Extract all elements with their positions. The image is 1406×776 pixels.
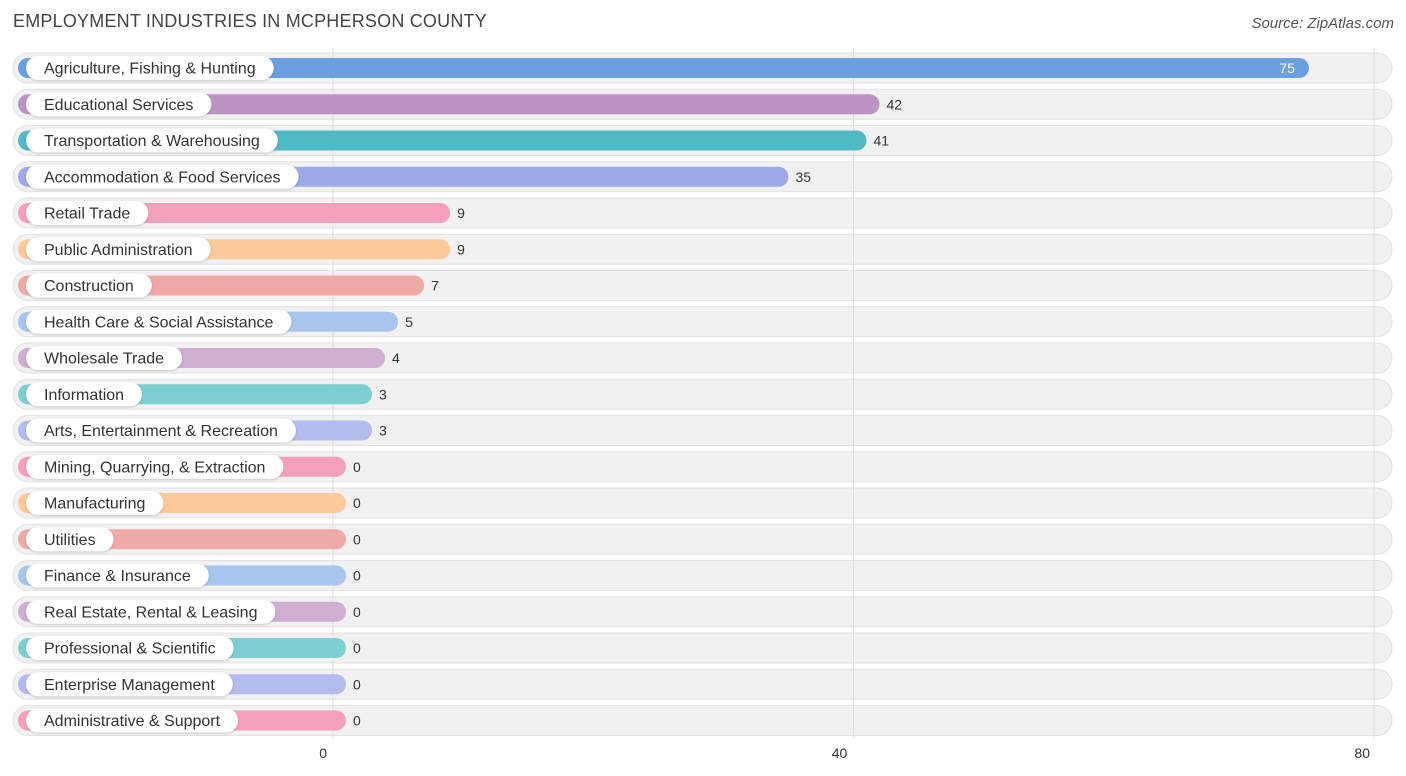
bar-value: 3 xyxy=(379,423,387,439)
bar-value: 0 xyxy=(353,568,361,584)
bar-value: 0 xyxy=(353,459,361,475)
bar-label: Enterprise Management xyxy=(44,677,215,694)
bar-label: Finance & Insurance xyxy=(44,568,191,585)
bar-label-pill xyxy=(26,636,234,660)
row-track xyxy=(12,523,1393,555)
bar-label-pill xyxy=(26,128,278,153)
row-track xyxy=(12,632,1393,664)
bar-value: 7 xyxy=(431,278,439,294)
bar-label: Professional & Scientific xyxy=(44,641,216,658)
source-note: Source: ZipAtlas.com xyxy=(1251,15,1394,32)
bar-value: 35 xyxy=(795,169,811,185)
bar xyxy=(18,58,1309,78)
bar-value: 75 xyxy=(1279,60,1295,76)
bar-value: 0 xyxy=(353,531,361,547)
bar-value: 41 xyxy=(874,133,890,149)
bar-value: 0 xyxy=(353,495,361,511)
chart-title: EMPLOYMENT INDUSTRIES IN MCPHERSON COUNT… xyxy=(13,11,487,31)
bar-label: Administrative & Support xyxy=(44,713,221,730)
bar-label-pill xyxy=(26,708,239,733)
bar-label-pill xyxy=(26,382,143,407)
row-track xyxy=(12,705,1393,736)
bar-label: Transportation & Warehousing xyxy=(44,133,260,150)
bar-label-pill xyxy=(26,491,164,515)
x-tick-label: 40 xyxy=(832,745,848,761)
bar-label-pill xyxy=(26,527,114,552)
bar-label: Educational Services xyxy=(44,97,193,114)
bar-label: Construction xyxy=(44,278,134,295)
bar-label: Information xyxy=(44,387,124,404)
bar-label-pill xyxy=(26,346,183,370)
bar-value: 0 xyxy=(353,640,361,656)
bar-label: Public Administration xyxy=(44,242,193,259)
bar-value: 5 xyxy=(405,314,413,330)
x-tick-label: 80 xyxy=(1354,745,1370,761)
row-track xyxy=(12,560,1393,591)
bar-value: 9 xyxy=(457,205,465,221)
row-track xyxy=(12,487,1393,519)
row-track xyxy=(12,451,1393,483)
bar-label-pill xyxy=(26,672,233,697)
bar-label-pill xyxy=(26,92,212,117)
bar-value: 0 xyxy=(353,713,361,729)
bar-label-pill xyxy=(26,56,274,80)
bar-value: 0 xyxy=(353,676,361,692)
bar-label: Retail Trade xyxy=(44,206,130,223)
row-track xyxy=(12,596,1393,628)
bar-label-pill xyxy=(26,563,209,588)
bar-label: Manufacturing xyxy=(44,496,145,513)
bar-value: 3 xyxy=(379,386,387,402)
bar-value: 0 xyxy=(353,604,361,620)
bar-label: Accommodation & Food Services xyxy=(44,169,281,186)
bar-label-pill xyxy=(26,418,296,443)
bar-label: Real Estate, Rental & Leasing xyxy=(44,604,257,621)
bar-label: Health Care & Social Assistance xyxy=(44,314,274,331)
bar-label-pill xyxy=(26,599,276,624)
bar-label-pill xyxy=(26,201,149,225)
bar-label-pill xyxy=(26,454,284,479)
bar-value: 9 xyxy=(457,241,465,257)
bar-label: Mining, Quarrying, & Extraction xyxy=(44,459,265,476)
bar-label: Utilities xyxy=(44,532,96,549)
bar-value: 4 xyxy=(392,350,400,366)
bar-label: Arts, Entertainment & Recreation xyxy=(44,423,278,440)
bar xyxy=(18,94,880,115)
row-track xyxy=(12,668,1393,700)
bar-value: 42 xyxy=(887,96,903,112)
x-tick-label: 0 xyxy=(319,745,327,761)
bar-label-pill xyxy=(26,273,152,298)
bar-label-pill xyxy=(26,309,292,334)
bar-label-pill xyxy=(26,164,299,189)
bar-label-pill xyxy=(26,237,211,262)
bar-label: Wholesale Trade xyxy=(44,351,164,368)
bar-label: Agriculture, Fishing & Hunting xyxy=(44,61,256,78)
